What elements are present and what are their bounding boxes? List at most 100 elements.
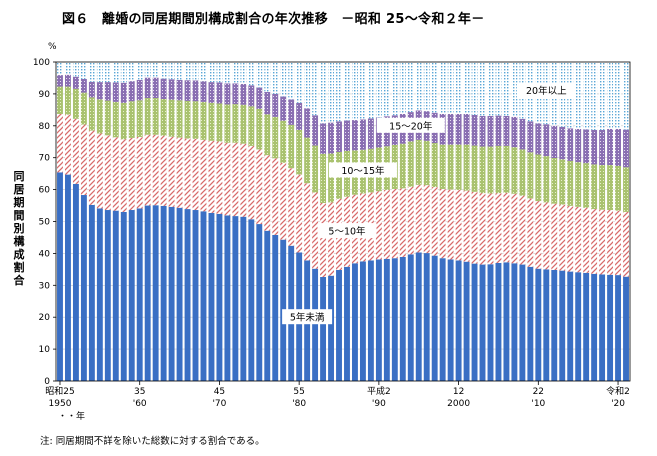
bar-segment-0-35 <box>336 269 342 381</box>
series-label-0: 5年未満 <box>290 312 325 324</box>
bar-segment-3-66 <box>583 129 590 164</box>
bar-segment-0-2 <box>72 183 79 381</box>
bar-segment-0-13 <box>160 205 167 381</box>
bar-segment-2-53 <box>479 146 486 194</box>
bar-segment-3-20 <box>216 82 223 104</box>
bar-segment-2-29 <box>288 124 295 169</box>
bar-segment-0-34 <box>328 275 334 381</box>
bar-segment-0-25 <box>256 224 263 381</box>
bar-segment-3-53 <box>479 115 486 147</box>
bar-segment-2-51 <box>463 144 470 191</box>
bar-segment-0-61 <box>543 269 550 381</box>
bar-segment-1-58 <box>519 195 526 265</box>
bar-segment-0-43 <box>399 256 406 381</box>
bar-segment-1-50 <box>455 189 462 261</box>
bar-segment-4-11 <box>144 62 151 78</box>
bar-segment-2-26 <box>264 114 271 156</box>
bar-segment-2-33 <box>320 153 327 203</box>
bar-segment-0-44 <box>407 254 414 381</box>
bar-segment-1-2 <box>72 118 79 184</box>
series-label-box-1 <box>317 223 377 239</box>
bar-segment-0-15 <box>176 207 183 381</box>
bar-segment-3-28 <box>280 96 287 121</box>
bar-segment-0-42 <box>391 258 398 381</box>
y-tick-label-20: 20 <box>39 313 51 323</box>
bar-segment-1-70 <box>615 210 621 276</box>
bar-segment-1-44 <box>407 186 414 255</box>
bar-segment-3-64 <box>567 128 574 161</box>
bar-segment-3-25 <box>256 87 263 109</box>
bar-segment-0-6 <box>104 210 111 381</box>
bar-segment-4-25 <box>256 62 263 88</box>
bar-segment-4-20 <box>216 62 223 83</box>
y-tick-label-50: 50 <box>39 218 51 228</box>
bar-segment-3-23 <box>240 84 247 105</box>
bar-segment-0-39 <box>367 260 374 381</box>
bar-segment-0-14 <box>168 206 175 381</box>
bar-segment-0-57 <box>511 263 518 381</box>
bar-segment-2-20 <box>216 103 223 142</box>
bar-segment-3-29 <box>288 99 295 125</box>
series-labels-layer: 5年未満 5～10年 10～15年 15～20年 20年以上 <box>282 82 576 325</box>
bar-segment-4-17 <box>192 62 199 81</box>
bar-segment-1-65 <box>575 206 582 273</box>
bar-segment-3-55 <box>495 115 502 146</box>
bar-segment-2-8 <box>120 102 127 140</box>
bar-segment-3-56 <box>503 115 510 146</box>
bar-segment-4-23 <box>240 62 247 85</box>
bar-segment-3-61 <box>543 124 550 157</box>
bar-segment-4-36 <box>344 62 350 121</box>
bar-segment-3-16 <box>184 80 191 101</box>
y-tick-label-40: 40 <box>39 249 51 259</box>
y-tick-label-90: 90 <box>39 90 51 100</box>
x-tick-sublabel-50: 2000 <box>447 399 470 409</box>
bar-segment-1-61 <box>543 202 550 270</box>
bar-segment-3-59 <box>527 121 534 153</box>
bar-segment-4-40 <box>375 62 382 118</box>
bar-segment-4-16 <box>184 62 191 81</box>
bar-segment-0-54 <box>487 264 494 381</box>
y-tick-label-30: 30 <box>39 281 51 291</box>
bar-segment-4-38 <box>359 62 366 120</box>
bar-segment-0-64 <box>567 271 574 381</box>
x-tick-label-10: 35 <box>134 387 145 397</box>
bar-segment-4-14 <box>168 62 175 80</box>
bar-segment-2-54 <box>487 146 494 194</box>
bar-segment-4-12 <box>152 62 159 78</box>
bar-segment-3-54 <box>487 115 494 147</box>
bar-segment-3-15 <box>176 79 183 101</box>
bar-segment-1-12 <box>152 134 159 206</box>
bar-segment-3-9 <box>128 81 135 102</box>
bar-segment-1-52 <box>471 191 478 264</box>
bar-segment-2-56 <box>503 145 510 193</box>
bar-segment-4-2 <box>72 62 79 77</box>
bar-segment-1-17 <box>192 138 199 211</box>
bar-segment-3-39 <box>367 118 374 149</box>
bar-segment-1-66 <box>583 207 590 273</box>
bar-segment-2-58 <box>519 149 526 196</box>
bar-segment-2-24 <box>248 106 255 146</box>
bar-segment-0-19 <box>208 212 215 381</box>
bar-segment-0-66 <box>583 272 590 381</box>
bar-segment-2-46 <box>423 140 430 186</box>
bar-segment-4-31 <box>304 62 311 109</box>
bar-segment-3-36 <box>344 120 350 151</box>
bar-segment-0-53 <box>479 264 486 381</box>
bar-segment-2-7 <box>112 101 119 138</box>
x-tick-sublabel-40: '90 <box>372 399 386 409</box>
series-label-box-0 <box>282 309 333 325</box>
bar-segment-4-6 <box>104 62 111 83</box>
bar-segment-2-18 <box>200 101 207 140</box>
bar-segment-3-24 <box>248 85 255 107</box>
bar-segment-2-1 <box>65 86 71 115</box>
bar-segment-3-21 <box>224 83 231 105</box>
bar-segment-0-7 <box>112 210 119 381</box>
bar-segment-1-15 <box>176 137 183 208</box>
bar-segment-1-48 <box>439 188 446 259</box>
bar-segment-3-52 <box>471 114 478 146</box>
bar-segment-4-30 <box>296 62 303 103</box>
bar-segment-1-23 <box>240 143 247 217</box>
y-tick-label-10: 10 <box>39 345 51 355</box>
bar-segment-0-22 <box>232 216 239 381</box>
series-label-2: 10～15年 <box>341 165 385 177</box>
